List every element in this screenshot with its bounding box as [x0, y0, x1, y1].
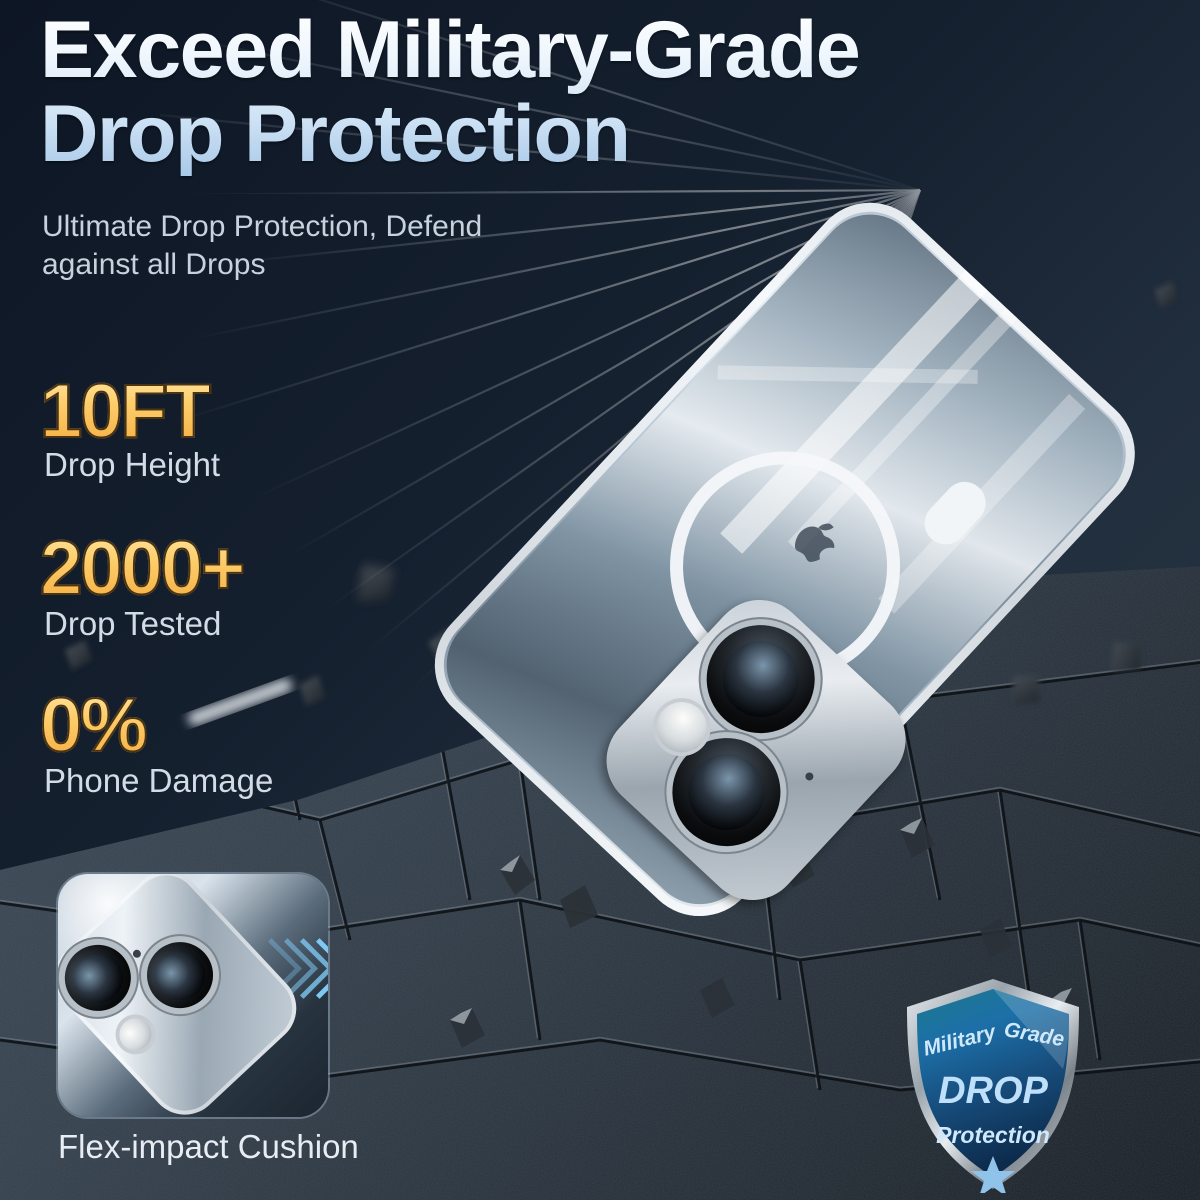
svg-text:Protection: Protection — [936, 1122, 1050, 1148]
svg-text:DROP: DROP — [938, 1070, 1048, 1112]
